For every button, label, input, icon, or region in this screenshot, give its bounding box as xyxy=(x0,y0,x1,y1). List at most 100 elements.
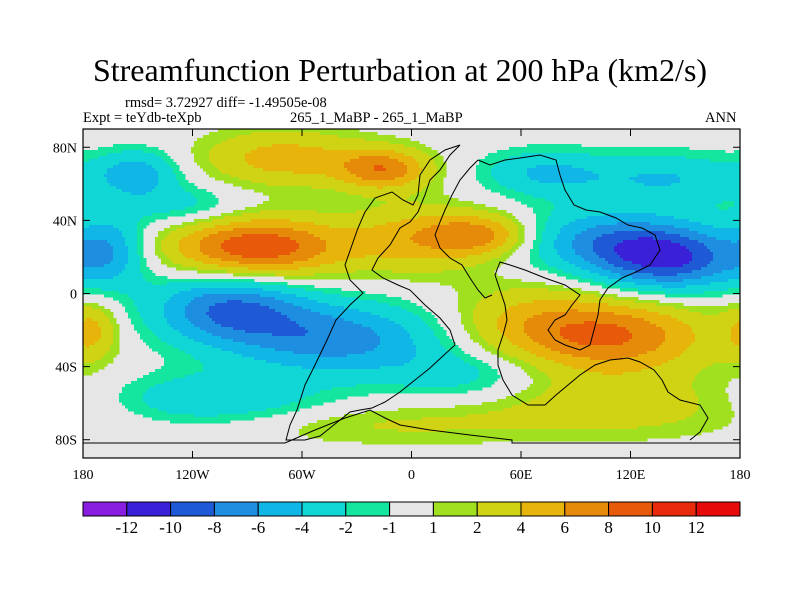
field-cell xyxy=(647,195,651,199)
field-cell xyxy=(485,177,489,181)
field-cell xyxy=(251,165,255,169)
field-cell xyxy=(242,210,246,214)
field-cell xyxy=(518,198,522,202)
field-cell xyxy=(155,153,159,157)
field-cell xyxy=(578,192,582,196)
field-cell xyxy=(677,201,681,205)
field-cell xyxy=(287,201,291,205)
field-cell xyxy=(413,153,417,157)
field-cell xyxy=(434,183,438,187)
field-cell xyxy=(146,210,150,214)
field-cell xyxy=(533,159,537,163)
field-cell xyxy=(332,198,336,202)
field-cell xyxy=(527,150,531,154)
field-cell xyxy=(494,177,498,181)
field-cell xyxy=(677,189,681,193)
field-cell xyxy=(113,147,117,151)
field-cell xyxy=(644,195,648,199)
field-cell xyxy=(356,195,360,199)
field-cell xyxy=(98,186,102,190)
field-cell xyxy=(215,198,219,202)
field-cell xyxy=(422,204,426,208)
field-cell xyxy=(608,195,612,199)
field-cell xyxy=(482,216,486,220)
field-cell xyxy=(137,156,141,160)
field-cell xyxy=(431,216,435,220)
field-cell xyxy=(659,186,663,190)
field-cell xyxy=(401,153,405,157)
field-cell xyxy=(122,180,126,184)
field-cell xyxy=(257,171,261,175)
field-cell xyxy=(713,159,717,163)
field-cell xyxy=(722,174,726,178)
field-cell xyxy=(575,147,579,151)
field-cell xyxy=(497,210,501,214)
field-cell xyxy=(419,216,423,220)
field-cell xyxy=(296,216,300,220)
field-cell xyxy=(470,204,474,208)
field-cell xyxy=(431,159,435,163)
field-cell xyxy=(644,177,648,181)
field-cell xyxy=(245,213,249,217)
field-cell xyxy=(287,147,291,151)
field-cell xyxy=(125,156,129,160)
field-cell xyxy=(122,168,126,172)
field-cell xyxy=(269,180,273,184)
field-cell xyxy=(125,168,129,172)
field-cell xyxy=(734,204,738,208)
field-cell xyxy=(587,174,591,178)
field-cell xyxy=(401,210,405,214)
field-cell xyxy=(269,195,273,199)
field-cell xyxy=(659,201,663,205)
field-cell xyxy=(266,153,270,157)
field-cell xyxy=(260,174,264,178)
field-cell xyxy=(581,174,585,178)
field-cell xyxy=(230,213,234,217)
field-cell xyxy=(311,153,315,157)
field-cell xyxy=(737,168,740,172)
field-cell xyxy=(356,135,360,139)
stats-text: rmsd= 3.72927 diff= -1.49505e-08 xyxy=(125,95,327,111)
field-cell xyxy=(98,156,102,160)
field-cell xyxy=(230,132,234,136)
field-cell xyxy=(374,177,378,181)
field-cell xyxy=(110,210,114,214)
field-cell xyxy=(137,153,141,157)
field-cell xyxy=(107,183,111,187)
field-cell xyxy=(365,216,369,220)
field-cell xyxy=(491,171,495,175)
field-cell xyxy=(362,177,366,181)
field-cell xyxy=(116,150,120,154)
field-cell xyxy=(107,192,111,196)
field-cell xyxy=(242,144,246,148)
field-cell xyxy=(182,207,186,211)
field-cell xyxy=(293,141,297,145)
field-cell xyxy=(260,144,264,148)
field-cell xyxy=(689,210,693,214)
field-cell xyxy=(677,171,681,175)
field-cell xyxy=(650,153,654,157)
field-cell xyxy=(656,195,660,199)
field-cell xyxy=(326,186,330,190)
field-cell xyxy=(614,165,618,169)
field-cell xyxy=(260,129,264,133)
field-cell xyxy=(641,156,645,160)
field-cell xyxy=(386,183,390,187)
field-cell xyxy=(116,210,120,214)
field-cell xyxy=(371,189,375,193)
field-cell xyxy=(224,162,228,166)
field-cell xyxy=(485,156,489,160)
field-cell xyxy=(128,183,132,187)
field-cell xyxy=(182,204,186,208)
field-cell xyxy=(566,144,570,148)
field-cell xyxy=(383,144,387,148)
field-cell xyxy=(218,141,222,145)
field-cell xyxy=(710,174,714,178)
field-cell xyxy=(413,165,417,169)
field-cell xyxy=(614,198,618,202)
field-cell xyxy=(101,216,105,220)
field-cell xyxy=(704,171,708,175)
field-cell xyxy=(668,156,672,160)
field-cell xyxy=(545,195,549,199)
field-cell xyxy=(704,156,708,160)
